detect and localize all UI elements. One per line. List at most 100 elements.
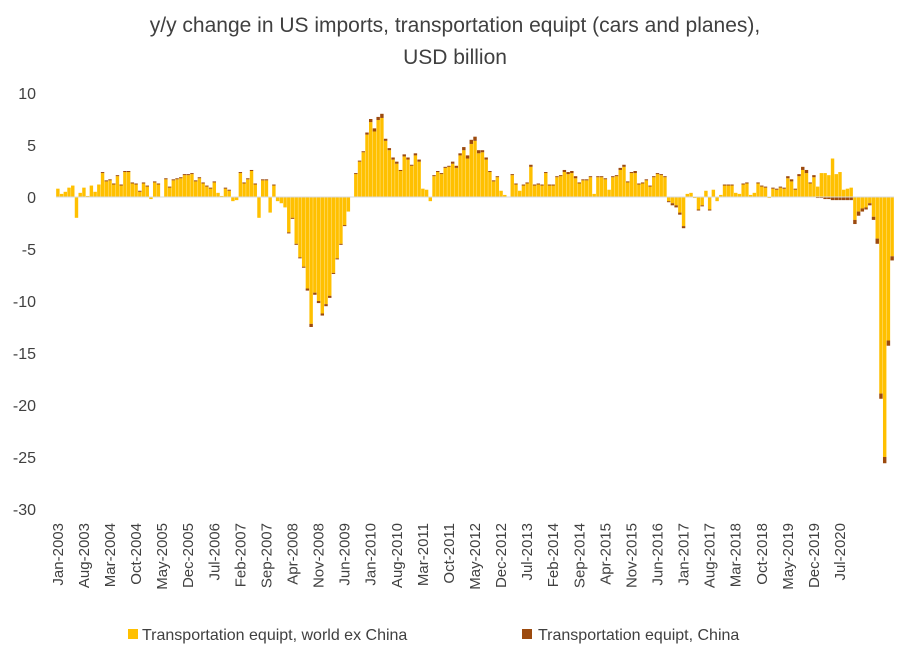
bar-world-ex-china (253, 184, 257, 197)
bar-world-ex-china (640, 183, 645, 197)
bar-world-ex-china (871, 197, 876, 217)
bar-china (294, 243, 298, 245)
bar-china (577, 182, 581, 184)
bar-china (432, 175, 436, 177)
bar-world-ex-china (711, 189, 716, 197)
bar-world-ex-china (409, 165, 414, 197)
bar-world-ex-china (581, 180, 585, 197)
x-tick-label: Mar-2018 (728, 523, 745, 587)
bar-world-ex-china (361, 152, 365, 197)
bar-china (681, 226, 686, 229)
bar-world-ex-china (853, 197, 857, 220)
bar-china (309, 323, 313, 327)
bar-world-ex-china (450, 163, 455, 197)
bar-world-ex-china (220, 195, 224, 197)
bar-world-ex-china (275, 197, 280, 202)
bar-china (238, 172, 243, 174)
bar-world-ex-china (652, 177, 656, 197)
bar-china (536, 183, 541, 185)
bar-china (156, 183, 161, 185)
bar-china (126, 171, 131, 173)
x-tick-label: Mar-2011 (415, 523, 432, 586)
bar-world-ex-china (85, 195, 90, 197)
bar-world-ex-china (134, 184, 138, 197)
bar-world-ex-china (752, 192, 757, 197)
bar-china (812, 175, 816, 178)
bar-china (778, 186, 783, 188)
bar-world-ex-china (886, 197, 891, 341)
bar-world-ex-china (801, 169, 805, 197)
bar-china (599, 176, 604, 178)
bar-china (827, 197, 831, 200)
bar-china (212, 181, 217, 183)
bar-china (614, 175, 619, 177)
bar-world-ex-china (670, 197, 675, 204)
bar-world-ex-china (104, 181, 108, 197)
bar-world-ex-china (521, 185, 526, 197)
bar-china (540, 184, 544, 186)
bar-world-ex-china (834, 174, 838, 197)
bar-china (588, 176, 593, 178)
bar-world-ex-china (164, 179, 168, 197)
bar-world-ex-china (503, 194, 507, 197)
bar-world-ex-china (719, 194, 723, 197)
bar-world-ex-china (760, 186, 764, 197)
y-tick-label: -10 (13, 294, 36, 311)
chart-title: y/y change in US imports, transportation… (149, 14, 761, 37)
bar-world-ex-china (89, 185, 94, 197)
bar-world-ex-china (637, 184, 641, 197)
bar-china (860, 208, 865, 212)
bar-world-ex-china (547, 185, 552, 197)
bar-china (369, 119, 373, 123)
bar-china (625, 181, 630, 183)
bar-world-ex-china (272, 185, 276, 197)
bar-china (223, 187, 228, 189)
bar-china (197, 177, 202, 179)
bar-china (655, 173, 660, 175)
bar-china (201, 182, 205, 184)
bar-world-ex-china (566, 174, 570, 197)
bar-china (514, 183, 518, 185)
x-tick-label: May-2019 (780, 523, 797, 590)
bar-world-ex-china (369, 122, 373, 197)
bar-world-ex-china (279, 197, 284, 204)
bar-world-ex-china (216, 192, 220, 197)
bar-china (357, 160, 362, 162)
bar-world-ex-china (596, 177, 600, 197)
bar-world-ex-china (618, 169, 622, 197)
bar-world-ex-china (138, 191, 142, 197)
bar-world-ex-china (603, 179, 608, 197)
bar-china (849, 197, 853, 201)
y-tick-label: 10 (18, 86, 36, 103)
y-tick-label: -15 (13, 346, 36, 363)
bar-world-ex-china (249, 171, 254, 197)
bar-china (391, 157, 395, 160)
bar-china (342, 225, 347, 227)
bar-world-ex-china (264, 180, 269, 197)
bar-world-ex-china (130, 183, 135, 197)
bar-world-ex-china (681, 197, 686, 227)
bar-world-ex-china (63, 191, 68, 197)
x-tick-label: Aug-2003 (76, 523, 93, 588)
bar-china (260, 179, 265, 181)
bar-china (454, 165, 459, 168)
bar-china (570, 171, 574, 174)
bar-world-ex-china (491, 181, 496, 197)
bar-china (760, 185, 764, 187)
bar-china (164, 178, 168, 180)
bar-china (726, 184, 730, 186)
bar-world-ex-china (231, 197, 235, 202)
bar-world-ex-china (517, 190, 522, 197)
bar-world-ex-china (112, 184, 116, 197)
bar-world-ex-china (316, 197, 321, 301)
x-tick-label: Jun-2009 (337, 523, 354, 586)
bar-world-ex-china (74, 197, 79, 218)
bar-world-ex-china (577, 183, 581, 197)
bar-china (532, 184, 537, 186)
bar-world-ex-china (283, 197, 287, 208)
bar-world-ex-china (830, 158, 835, 197)
bar-china (253, 183, 257, 185)
chart-subtitle: USD billion (403, 46, 507, 69)
bar-china (637, 183, 641, 185)
bar-china (763, 186, 768, 188)
